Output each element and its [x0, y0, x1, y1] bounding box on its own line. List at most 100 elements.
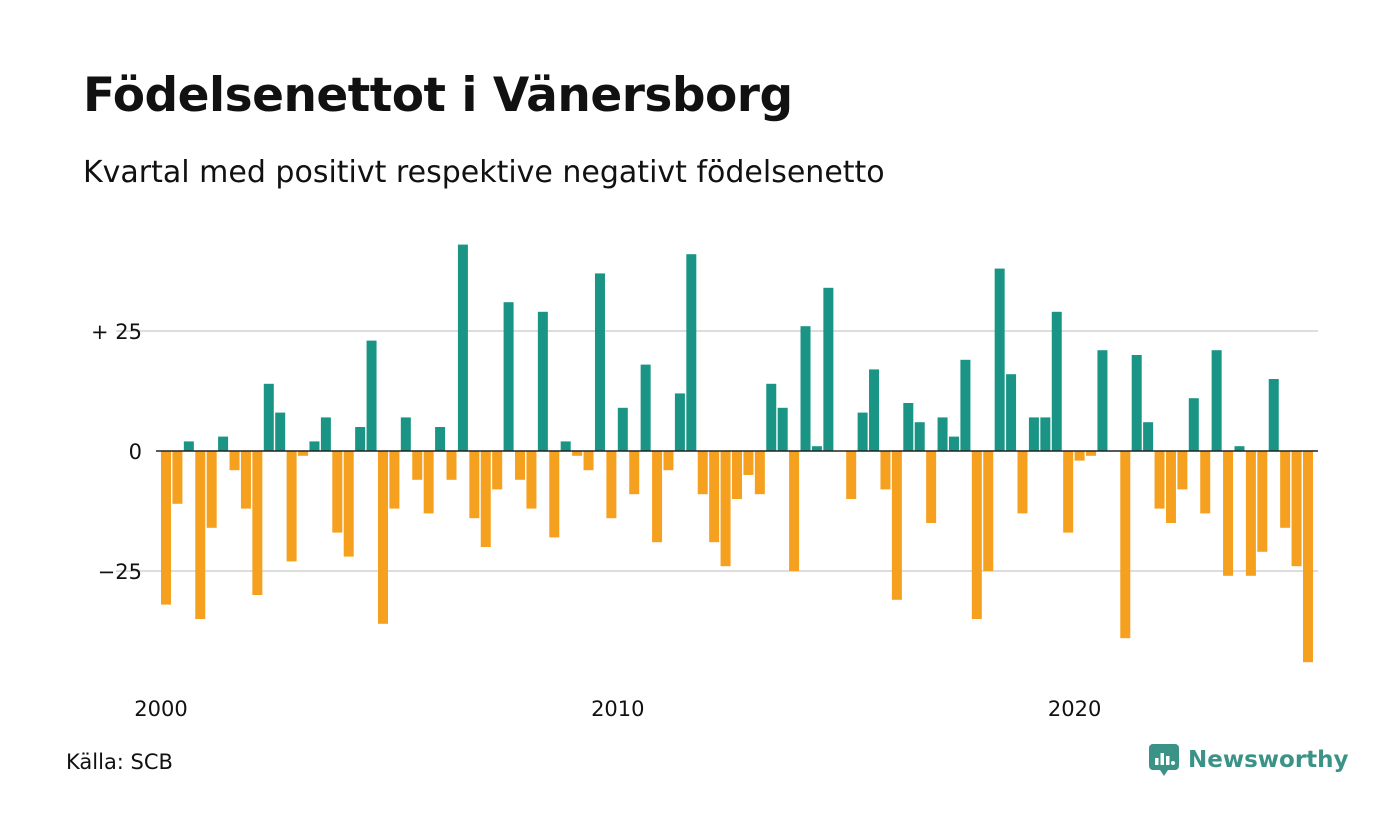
- bar: [161, 451, 171, 605]
- bar: [811, 446, 822, 451]
- bar: [663, 451, 674, 471]
- grid-lines: [116, 330, 1318, 572]
- bar: [1028, 417, 1039, 451]
- bar: [492, 451, 503, 490]
- bar: [537, 311, 548, 451]
- bar: [971, 451, 982, 619]
- brand: Newsworthy: [1148, 743, 1349, 777]
- x-tick-label: 2010: [591, 697, 644, 721]
- bar: [766, 383, 777, 451]
- bar: [1165, 451, 1176, 523]
- bar: [800, 326, 811, 451]
- bar: [218, 436, 229, 451]
- bar: [469, 451, 480, 519]
- bar: [846, 451, 857, 499]
- bar: [435, 427, 446, 451]
- bar: [195, 451, 206, 619]
- tick-labels: + 25 0 −25 2000 2010 2020: [91, 320, 1101, 721]
- bar: [1097, 350, 1108, 451]
- bar: [674, 393, 685, 451]
- bar: [629, 451, 640, 495]
- bar: [720, 451, 731, 567]
- chart-subtitle: Kvartal med positivt respektive negativt…: [83, 155, 885, 190]
- bar: [1154, 451, 1165, 509]
- bar: [583, 451, 594, 471]
- bar: [743, 451, 754, 475]
- x-tick-label: 2000: [134, 697, 187, 721]
- bar: [332, 451, 343, 533]
- bar: [732, 451, 742, 499]
- bar: [937, 417, 948, 451]
- bar: [377, 451, 388, 624]
- y-tick-label: −25: [98, 560, 142, 584]
- bar: [1188, 398, 1199, 451]
- bar: [206, 451, 217, 528]
- chart-title: Födelsenettot i Vänersborg: [83, 68, 793, 123]
- bar: [263, 383, 274, 451]
- bar: [240, 451, 251, 509]
- y-tick-label: 0: [129, 440, 142, 464]
- bar: [1223, 451, 1234, 576]
- bar: [686, 254, 697, 451]
- bar: [1268, 379, 1279, 451]
- newsworthy-logo-icon: [1149, 744, 1179, 776]
- bar: [948, 436, 959, 451]
- bar: [389, 451, 400, 509]
- source-note: Källa: SCB: [66, 750, 173, 774]
- bar: [366, 340, 377, 451]
- bar: [789, 451, 800, 571]
- bar: [1234, 446, 1245, 451]
- bar: [309, 441, 320, 451]
- bar: [229, 451, 240, 471]
- bar: [994, 268, 1005, 451]
- bar: [1200, 451, 1211, 514]
- bar: [1051, 311, 1062, 451]
- bar: [777, 407, 788, 451]
- bar: [1074, 451, 1085, 461]
- bar: [823, 287, 834, 451]
- bar: [320, 417, 331, 451]
- x-tick-label: 2020: [1048, 697, 1101, 721]
- bar: [1040, 417, 1051, 451]
- bar: [286, 451, 297, 562]
- bar: [857, 412, 868, 451]
- bar: [891, 451, 902, 600]
- bar: [1017, 451, 1028, 514]
- bar: [697, 451, 708, 495]
- bar: [606, 451, 617, 519]
- bar: [594, 273, 605, 451]
- bar: [754, 451, 765, 495]
- bar: [252, 451, 263, 595]
- bar: [446, 451, 457, 480]
- bar: [960, 359, 971, 451]
- bar: [355, 427, 366, 451]
- bar: [652, 451, 663, 543]
- bar: [983, 451, 994, 571]
- bar: [1303, 451, 1313, 663]
- bar: [400, 417, 411, 451]
- bar: [457, 244, 468, 451]
- bar: [343, 451, 354, 557]
- bar: [914, 422, 925, 451]
- y-tick-label: + 25: [91, 320, 142, 344]
- bar: [275, 412, 286, 451]
- bar: [1120, 451, 1131, 639]
- bar: [709, 451, 720, 543]
- bar: [926, 451, 937, 523]
- bar: [1131, 355, 1142, 451]
- bar: [1063, 451, 1074, 533]
- bar: [480, 451, 491, 547]
- bar: [412, 451, 423, 480]
- bar: [183, 441, 194, 451]
- bar: [1280, 451, 1291, 528]
- bar: [1245, 451, 1256, 576]
- bar: [560, 441, 571, 451]
- bar: [869, 369, 880, 451]
- bar: [549, 451, 560, 538]
- bar: [1143, 422, 1154, 451]
- bar: [298, 451, 309, 456]
- bar: [423, 451, 434, 514]
- bar: [1211, 350, 1222, 451]
- bar: [1177, 451, 1188, 490]
